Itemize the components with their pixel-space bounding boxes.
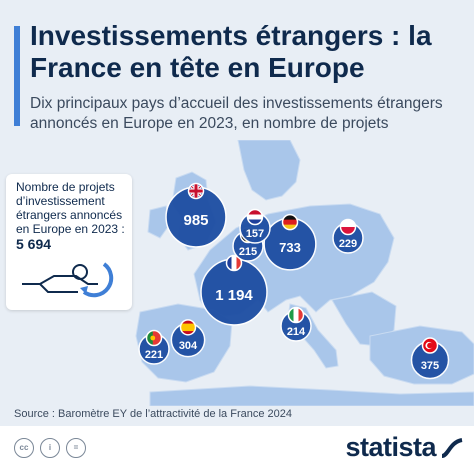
flag-de-icon [281,213,299,231]
cc-icon: cc [14,438,34,458]
bubble-label-tr: 375 [421,360,439,372]
bubble-es: 304 [170,319,206,358]
bubble-fr: 1 194 [200,254,268,326]
bubble-label-nl: 157 [246,228,264,240]
flag-fr-icon [225,254,243,272]
flag-pt-icon [145,329,163,347]
bubble-it: 214 [280,306,312,342]
europe-map: 1 194 985 733 375 304 229 221 215 214 157 [135,140,474,406]
statista-logo-mark [441,438,463,458]
flag-pl-icon [339,218,357,236]
land-ireland [147,205,171,239]
flag-tr-icon [421,337,439,354]
bubble-label-be: 215 [239,246,257,258]
flag-es-icon [179,319,197,336]
bubble-label-pl: 229 [339,238,357,250]
bubble-nl: 157 [239,208,271,244]
cc-nd-icon: = [66,438,86,458]
page-subtitle: Dix principaux pays d’accueil des invest… [30,95,443,132]
total-callout: Nombre de projets d’investissement étran… [6,174,132,310]
bubble-label-de: 733 [279,240,301,255]
hand-coins-icon [22,262,114,298]
callout-value: 5 694 [16,236,52,252]
accent-bar [14,26,20,126]
bubble-label-es: 304 [179,340,198,352]
bubble-label-fr: 1 194 [215,287,253,304]
bubble-tr: 375 [410,337,450,380]
flag-it-icon [287,306,305,324]
callout-text: Nombre de projets d’investissement étran… [16,180,125,236]
land-scandinavia [237,140,301,201]
bubble-uk: 985 [165,182,227,248]
bubble-pt: 221 [138,329,170,365]
bubble-label-pt: 221 [145,349,163,361]
source-note: Source : Baromètre EY de l’attractivité … [14,408,292,420]
cc-by-icon: i [40,438,60,458]
bubbles-layer: 1 194 985 733 375 304 229 221 215 214 157 [138,182,450,380]
flag-nl-icon [246,208,264,226]
footer: cc i = statista [0,426,474,474]
page-title: Investissements étrangers : la France en… [30,20,432,83]
flag-uk-icon [187,182,205,200]
land-north-africa [149,385,474,406]
bubble-label-it: 214 [287,326,306,338]
bubble-label-uk: 985 [183,212,208,229]
bubble-de: 733 [263,213,317,271]
bubble-pl: 229 [332,218,364,254]
statista-logo: statista [345,432,436,462]
